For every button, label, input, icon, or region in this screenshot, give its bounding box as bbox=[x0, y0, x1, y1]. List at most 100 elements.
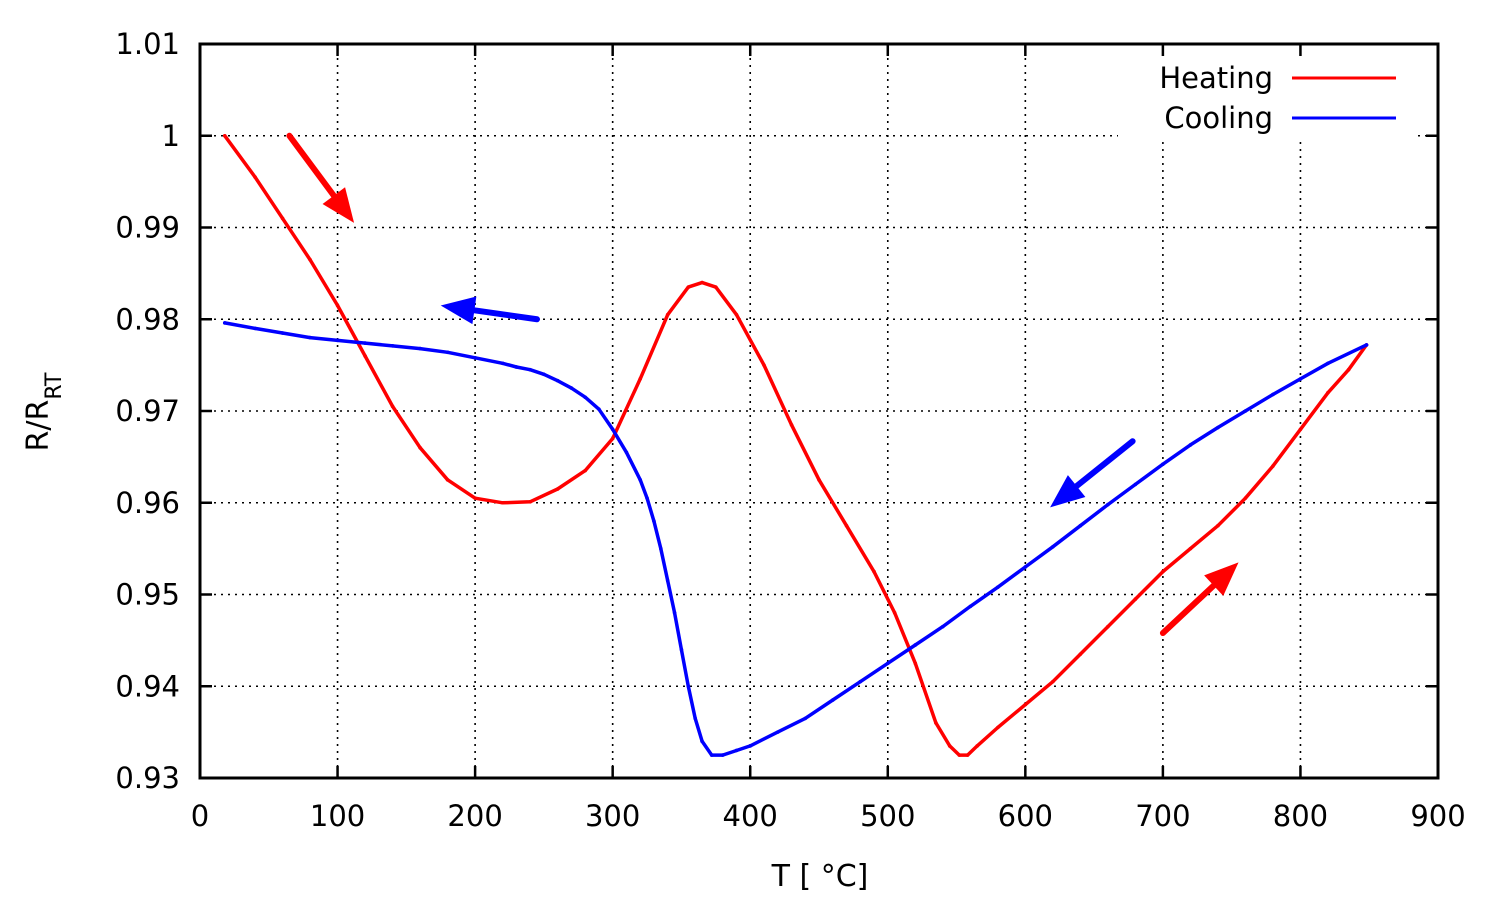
y-tick-label: 1 bbox=[162, 119, 180, 153]
data-point bbox=[686, 285, 691, 289]
data-point bbox=[700, 280, 704, 285]
data-point bbox=[1161, 462, 1165, 467]
data-point bbox=[610, 427, 615, 432]
data-point bbox=[363, 341, 367, 345]
data-point bbox=[709, 753, 714, 757]
data-point bbox=[693, 716, 697, 721]
data-point bbox=[913, 643, 918, 647]
data-point bbox=[638, 478, 642, 482]
y-tick-label: 0.96 bbox=[115, 486, 180, 520]
data-point bbox=[858, 679, 863, 684]
arrow-head bbox=[1050, 475, 1086, 508]
data-point bbox=[844, 523, 849, 528]
data-point bbox=[555, 487, 560, 491]
data-point bbox=[965, 753, 970, 757]
data-point bbox=[720, 753, 725, 757]
data-point bbox=[934, 721, 938, 725]
x-axis-label: T [ °C] bbox=[771, 859, 869, 894]
data-point bbox=[734, 748, 739, 753]
data-point bbox=[308, 335, 312, 340]
data-point bbox=[1326, 361, 1330, 366]
y-tick-label: 0.93 bbox=[115, 761, 180, 795]
legend: Heating Cooling bbox=[1159, 61, 1396, 135]
arrow-head bbox=[322, 187, 355, 223]
series-line-cooling bbox=[223, 321, 1369, 757]
data-point bbox=[583, 395, 587, 400]
data-point bbox=[968, 604, 973, 609]
data-point bbox=[597, 407, 601, 411]
series-layer bbox=[222, 133, 1369, 757]
data-point bbox=[390, 344, 395, 348]
y-tick-label: 1.01 bbox=[115, 27, 180, 61]
data-point bbox=[1023, 702, 1028, 707]
x-tick-label: 500 bbox=[860, 799, 915, 833]
arrow-shaft bbox=[286, 132, 337, 199]
data-point bbox=[445, 478, 450, 482]
data-point bbox=[1243, 409, 1248, 413]
data-point bbox=[528, 500, 532, 504]
data-point bbox=[1106, 624, 1110, 629]
x-tick-label: 400 bbox=[723, 799, 778, 833]
data-point bbox=[308, 257, 312, 262]
data-point bbox=[253, 326, 257, 331]
data-point bbox=[1271, 464, 1275, 468]
data-point bbox=[1243, 496, 1248, 500]
grid bbox=[200, 44, 1438, 778]
data-point bbox=[1133, 482, 1138, 487]
data-point bbox=[1298, 427, 1303, 432]
x-tick-label: 800 bbox=[1273, 799, 1328, 833]
x-tick-labels: 0 100 200 300 400 500 600 700 800 900 bbox=[191, 799, 1466, 833]
axis-ticks bbox=[198, 42, 1440, 780]
data-point bbox=[583, 468, 587, 473]
x-tick-label: 900 bbox=[1410, 799, 1465, 833]
annotation-arrows bbox=[286, 132, 1239, 637]
data-point bbox=[975, 744, 979, 748]
data-point bbox=[1106, 502, 1110, 507]
data-point bbox=[679, 647, 684, 652]
data-point bbox=[686, 684, 691, 689]
data-point bbox=[473, 355, 477, 360]
data-point bbox=[748, 744, 753, 748]
arrow-head bbox=[1204, 562, 1239, 596]
data-point bbox=[222, 133, 227, 138]
data-point bbox=[1326, 390, 1330, 395]
data-point bbox=[335, 338, 340, 343]
data-point bbox=[280, 331, 285, 335]
data-point bbox=[1216, 425, 1220, 430]
x-tick-label: 0 bbox=[191, 799, 209, 833]
data-point bbox=[1078, 652, 1083, 656]
data-point bbox=[714, 285, 718, 289]
y-tick-label: 0.94 bbox=[115, 669, 180, 703]
y-axis-label: R/RRT bbox=[21, 372, 67, 451]
data-point bbox=[672, 611, 677, 615]
legend-label-heating: Heating bbox=[1159, 61, 1273, 95]
data-point bbox=[734, 312, 739, 317]
data-point bbox=[1188, 546, 1193, 551]
data-point bbox=[500, 361, 505, 366]
y-tick-label: 0.95 bbox=[115, 578, 180, 612]
arrow-shaft bbox=[1073, 438, 1136, 490]
data-point bbox=[1188, 443, 1193, 447]
x-tick-label: 300 bbox=[585, 799, 640, 833]
data-point bbox=[1078, 523, 1083, 528]
y-tick-label: 0.97 bbox=[115, 394, 180, 428]
data-point bbox=[941, 624, 945, 629]
data-point bbox=[1364, 343, 1369, 347]
data-point bbox=[514, 365, 519, 369]
data-point bbox=[445, 350, 450, 355]
data-point bbox=[500, 500, 505, 505]
data-point bbox=[638, 377, 642, 381]
legend-background bbox=[1118, 58, 1418, 140]
data-point bbox=[542, 372, 546, 377]
data-point bbox=[775, 730, 780, 734]
data-point bbox=[222, 321, 227, 325]
data-point bbox=[1346, 367, 1351, 372]
y-axis-label-subscript: RT bbox=[42, 372, 67, 400]
data-point bbox=[885, 661, 890, 666]
data-point bbox=[659, 546, 663, 551]
data-point bbox=[1161, 569, 1165, 574]
data-point bbox=[1133, 597, 1138, 601]
data-point bbox=[652, 519, 656, 523]
y-axis-label-main: R/R bbox=[21, 400, 56, 452]
